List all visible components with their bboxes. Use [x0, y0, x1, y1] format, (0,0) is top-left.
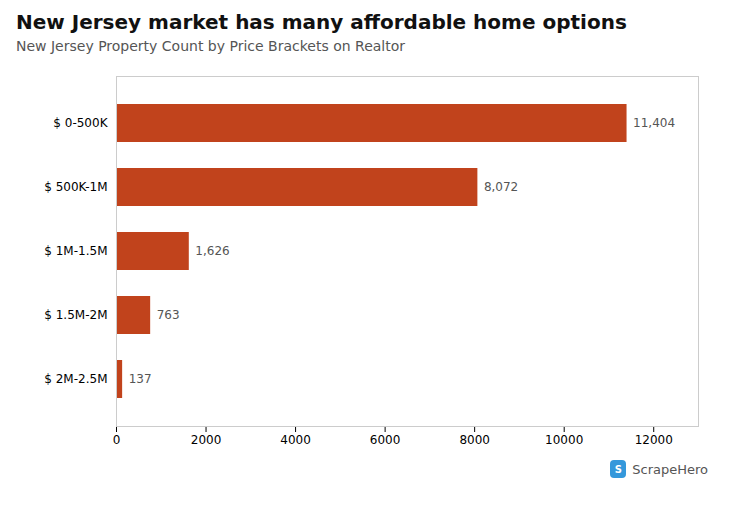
svg-text:6000: 6000 — [370, 433, 401, 447]
svg-text:$ 1.5M-2M: $ 1.5M-2M — [44, 308, 107, 322]
svg-text:763: 763 — [157, 308, 180, 322]
svg-text:2000: 2000 — [191, 433, 222, 447]
svg-text:8000: 8000 — [459, 433, 490, 447]
html-text:ScrapeHero: ScrapeHero — [632, 461, 708, 477]
svg-text:8,072: 8,072 — [484, 180, 518, 194]
html-text:New Jersey market has many aff: New Jersey market has many affordable ho… — [16, 10, 627, 34]
svg-text:4000: 4000 — [280, 433, 311, 447]
html-text:S: S — [614, 463, 622, 475]
svg-text:11,404: 11,404 — [633, 116, 675, 130]
svg-text:$ 2M-2.5M: $ 2M-2.5M — [44, 372, 107, 386]
svg-text:12000: 12000 — [635, 433, 673, 447]
svg-text:1,626: 1,626 — [195, 244, 229, 258]
html-text:New Jersey Property Count by P: New Jersey Property Count by Price Brack… — [16, 38, 405, 54]
svg-text:0: 0 — [113, 433, 121, 447]
svg-text:$ 500K-1M: $ 500K-1M — [44, 180, 107, 194]
svg-text:$ 0-500K: $ 0-500K — [53, 116, 108, 130]
svg-text:10000: 10000 — [545, 433, 583, 447]
svg-text:137: 137 — [129, 372, 152, 386]
svg-text:$ 1M-1.5M: $ 1M-1.5M — [44, 244, 107, 258]
